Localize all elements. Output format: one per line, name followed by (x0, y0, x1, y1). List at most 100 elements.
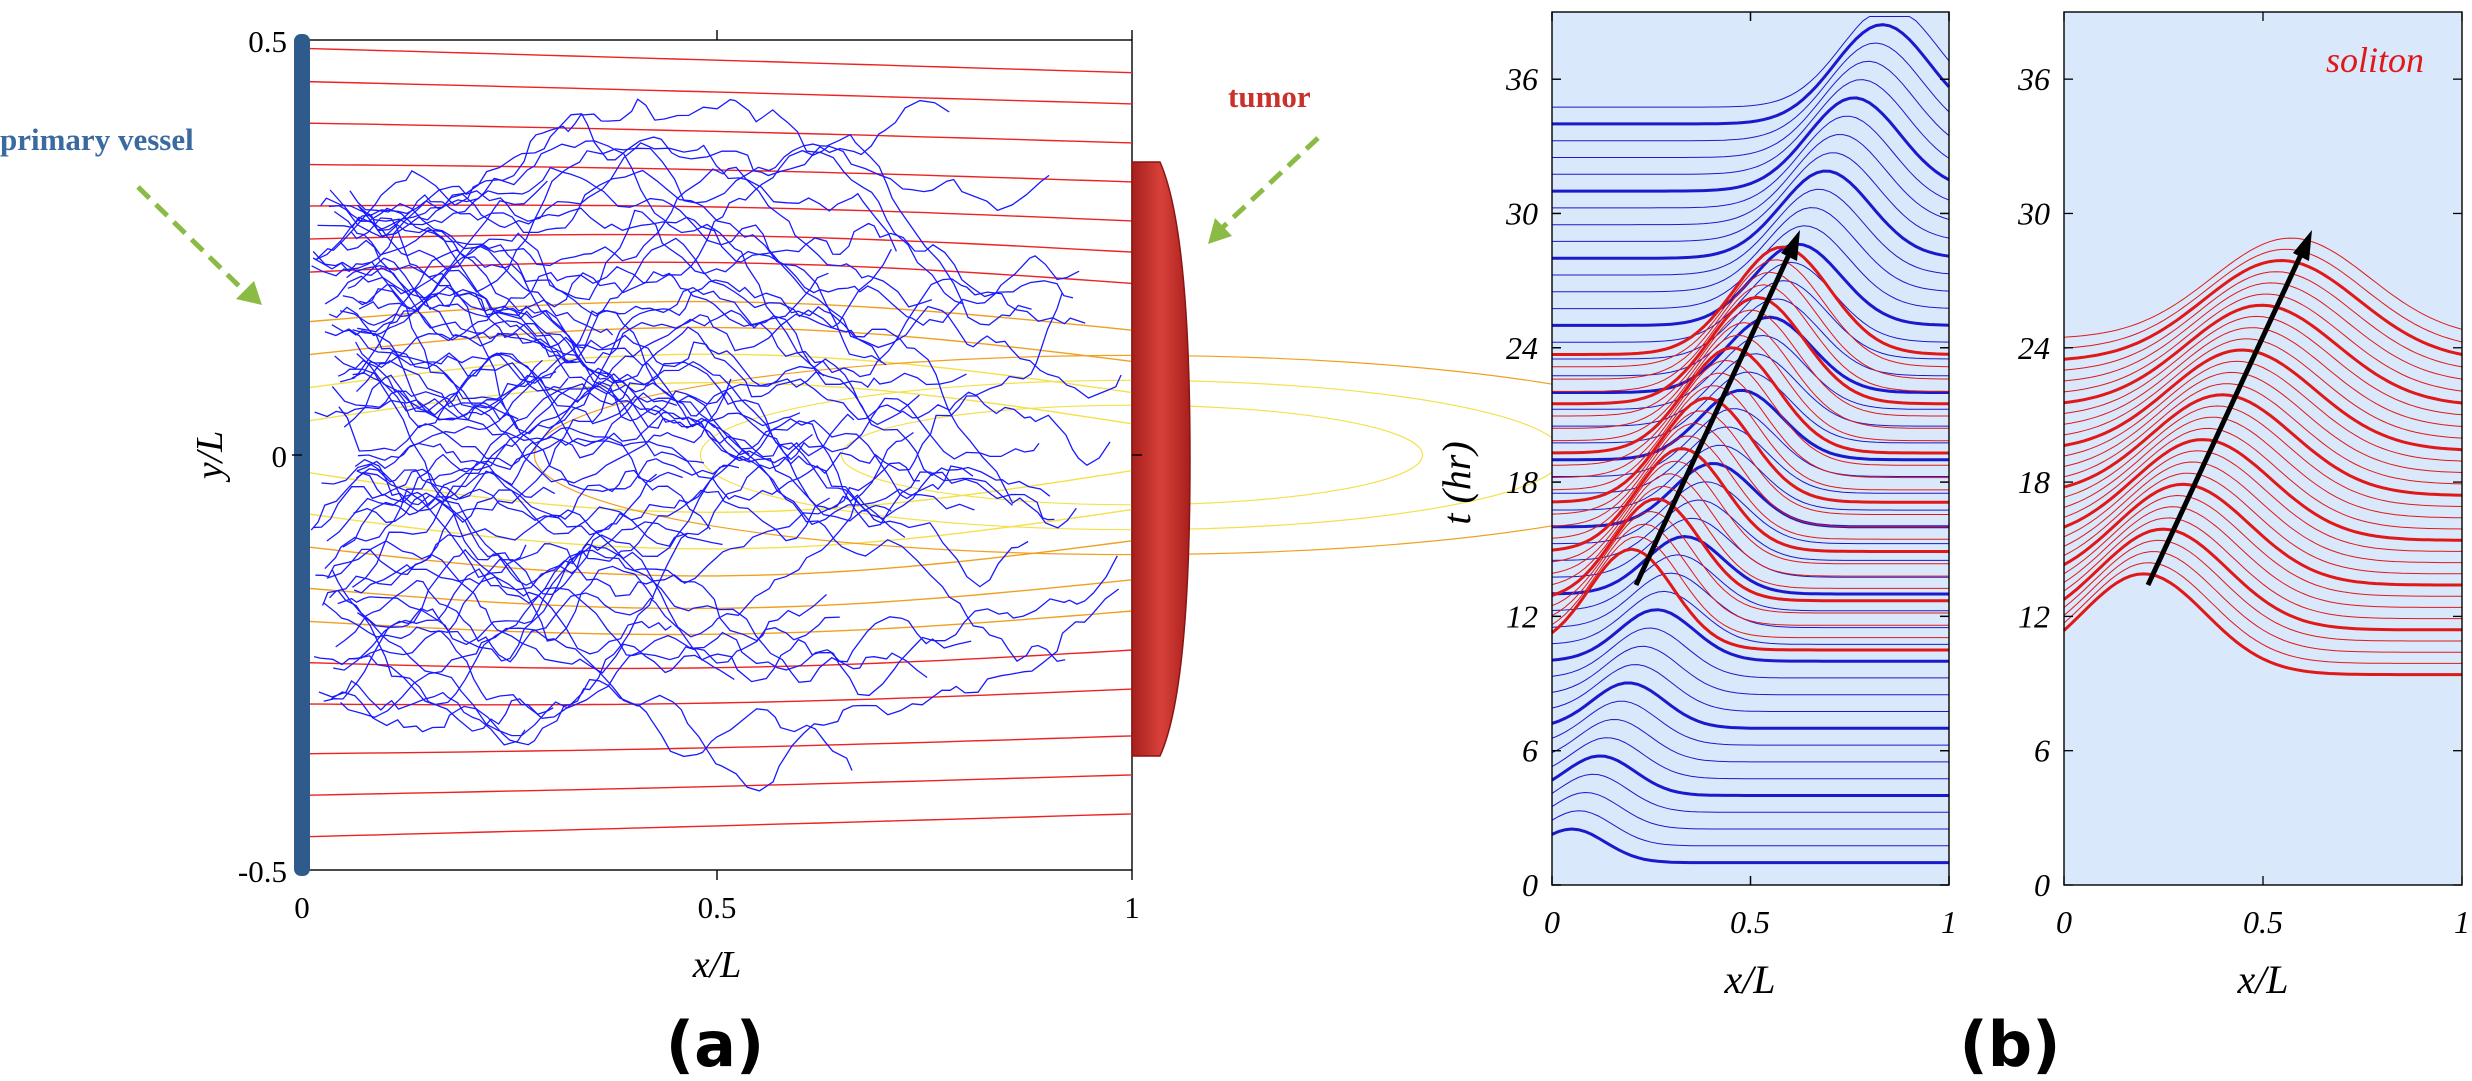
sprout-branch (338, 352, 678, 452)
blue-curve (1551, 718, 1949, 763)
red-curve (2063, 237, 2463, 338)
soliton-legend-label: soliton (2326, 40, 2424, 80)
contour-line (301, 80, 1133, 105)
b-left-x-tick-label: 0 (1544, 904, 1560, 940)
red-curve (1551, 547, 1949, 652)
red-curve (2063, 450, 2462, 552)
red-curve (1552, 259, 1950, 368)
sprout-branch (359, 166, 1122, 399)
sprout-branch (357, 249, 1063, 426)
sprout-branch (357, 612, 840, 737)
red-curve (1551, 473, 1949, 577)
b-left-y-tick-label: 36 (1505, 61, 1538, 97)
red-curve (1551, 447, 1949, 553)
b-right-y-tick-label: 0 (2034, 867, 2050, 903)
red-curve (1552, 245, 1950, 356)
panel-a: 0.5 0 -0.5 0 0.5 1 x/L y/L primary vesse… (0, 24, 1731, 1081)
blue-curve (1552, 280, 1949, 360)
blue-curve (1552, 371, 1949, 444)
contour-line (301, 508, 1133, 550)
blue-curve (1552, 60, 1950, 158)
sprout-branch (356, 468, 556, 500)
red-curve (1552, 284, 1950, 392)
b-right-ticks (2063, 12, 2463, 886)
contour-line (301, 300, 1133, 331)
sprout-branch (352, 329, 569, 416)
b-left-trend-arrow (1633, 246, 1795, 587)
primary-vessel-label: primary vessel (0, 122, 194, 157)
sprout-branch (322, 602, 554, 715)
a-x-tick-label: 0 (294, 890, 310, 925)
b-right-curve-stack (2062, 237, 2463, 677)
red-curve (2063, 527, 2462, 632)
blue-curve (1552, 444, 1949, 511)
blue-curve (1552, 242, 1950, 327)
b-right-x-tick-labels: 0 0.5 1 (2056, 904, 2470, 940)
red-curve (2063, 562, 2462, 664)
red-curve (1551, 372, 1949, 479)
panel-b-label: (b) (1959, 1008, 2060, 1081)
blue-curve (1552, 481, 1949, 545)
blue-curve (1552, 96, 1950, 193)
b-left-curve-stack (1551, 16, 1951, 865)
red-curve (2063, 293, 2463, 393)
b-right-x-tick-label: 1 (2454, 904, 2470, 940)
b-left-y-tick-label: 0 (1522, 867, 1538, 903)
sprout-branch (340, 588, 1120, 792)
blue-curve (1552, 79, 1950, 175)
vessel-pointer-arrowhead (236, 281, 262, 305)
sprout-branch (337, 368, 750, 586)
sprout-branch (357, 133, 964, 305)
red-curve (2063, 383, 2463, 485)
b-left-trend-arrowhead (1781, 230, 1800, 261)
panel-b-right: 0 6 12 18 24 30 36 0 0.5 1 x/L soliton (2017, 11, 2470, 1002)
vessel-pointer-arrow (136, 185, 242, 289)
blue-curve (1551, 737, 1949, 780)
b-right-y-tick-label: 6 (2034, 733, 2050, 769)
contour-line (301, 774, 1133, 796)
red-curve (2063, 506, 2462, 608)
sprout-branch (329, 189, 887, 366)
contour-line (301, 688, 1133, 706)
blue-curve (1552, 152, 1950, 242)
sprout-branch (356, 309, 825, 393)
contour-line (301, 540, 1133, 577)
blue-curve (1551, 590, 1949, 645)
a-y-tick-label: 0 (272, 439, 288, 474)
b-right-trend-arrowhead (2293, 230, 2312, 261)
red-curve (2063, 427, 2463, 530)
red-curve (2063, 327, 2463, 427)
sprout-branch (326, 367, 974, 542)
red-curve (1551, 536, 1949, 639)
red-curve (2062, 572, 2462, 677)
red-curve (2063, 282, 2463, 382)
panel-a-y-tick-labels: 0.5 0 -0.5 (238, 24, 287, 889)
b-right-y-tick-label: 36 (2017, 61, 2050, 97)
blue-curve (1551, 608, 1949, 663)
red-curve (2063, 258, 2463, 361)
panel-a-label: (a) (666, 1008, 765, 1081)
panel-b-left: 0 6 12 18 24 30 36 0 0.5 1 x/L t (hr) (1434, 11, 1957, 1002)
red-curve (2063, 472, 2462, 575)
b-right-x-tick-label: 0.5 (2243, 904, 2283, 940)
b-left-x-axis-label: x/L (1723, 957, 1775, 1002)
a-sprout-network (310, 98, 1122, 792)
b-right-x-tick-label: 0 (2056, 904, 2072, 940)
blue-curve (1551, 627, 1949, 679)
panel-a-ticks (292, 30, 1142, 880)
blue-curve (1552, 134, 1950, 226)
sprout-branch (356, 279, 1077, 529)
sprout-branch (350, 217, 569, 362)
b-right-x-axis-label: x/L (2236, 957, 2288, 1002)
b-right-y-tick-label: 30 (2017, 196, 2050, 232)
b-left-y-tick-label: 18 (1506, 464, 1538, 500)
blue-curve (1551, 810, 1949, 847)
b-left-ticks (1551, 12, 1950, 886)
sprout-branch (347, 257, 920, 511)
sprout-branch (358, 166, 933, 310)
red-curve (1552, 346, 1949, 455)
red-curve (1551, 523, 1949, 626)
red-curve (2063, 494, 2462, 597)
panel-a-y-axis-label: y/L (189, 431, 231, 484)
contour-line (301, 163, 1133, 183)
